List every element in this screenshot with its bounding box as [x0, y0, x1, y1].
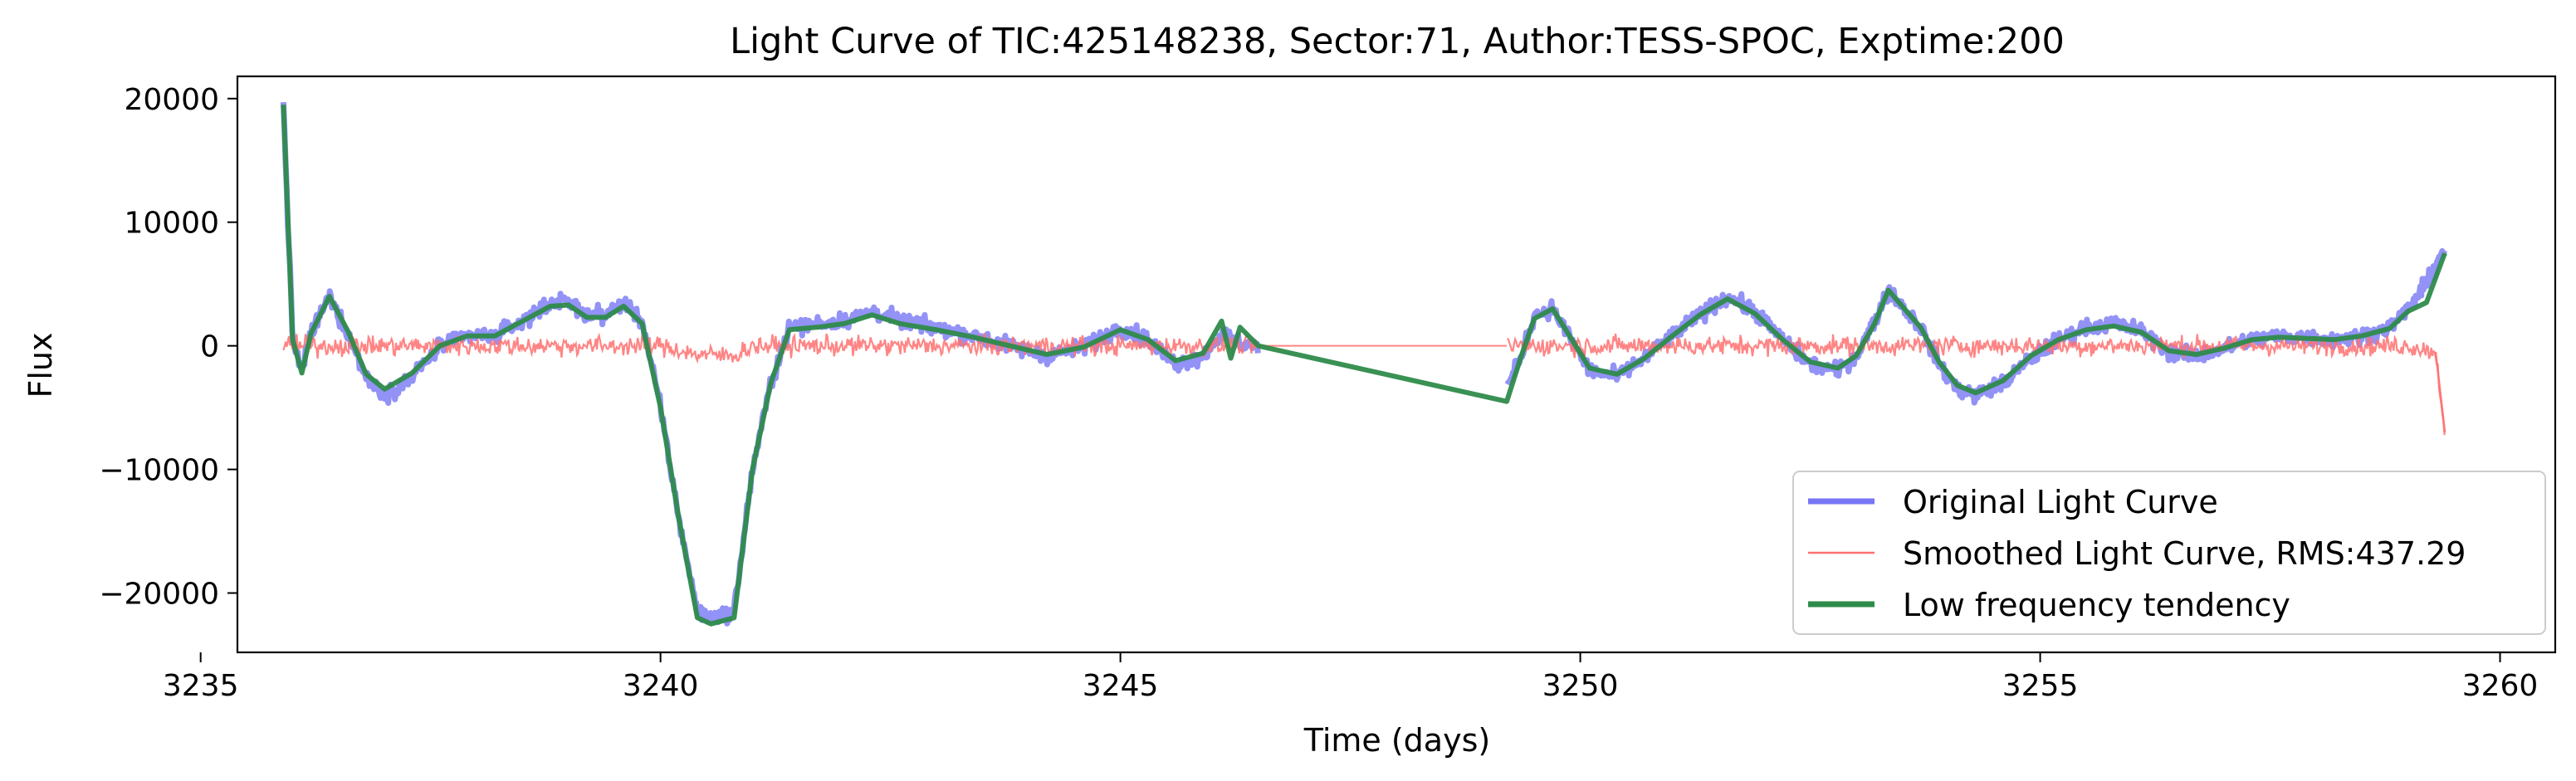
series-end-drop: [2434, 351, 2446, 433]
x-tick-label: 3255: [2002, 669, 2079, 703]
x-tick-label: 3245: [1083, 669, 1159, 703]
legend-label-smoothed: Smoothed Light Curve, RMS:437.29: [1903, 535, 2466, 572]
plot-border: [236, 75, 2557, 654]
series-2: [281, 105, 2447, 627]
y-axis-label: Flux: [22, 333, 59, 398]
y-axis: 20000 10000 0 −10000 −20000: [99, 83, 237, 612]
series-layer: [280, 101, 2447, 627]
series-line-smoothed: [1506, 333, 2446, 436]
y-tick-label: −20000: [99, 578, 219, 612]
y-tick-label: 20000: [124, 83, 219, 117]
series-line-low-frequency: [281, 105, 2447, 627]
legend: Original Light Curve Smoothed Light Curv…: [1792, 471, 2546, 635]
x-tick-label: 3235: [163, 669, 239, 703]
x-axis-label: Time (days): [1303, 722, 1490, 759]
chart-title: Light Curve of TIC:425148238, Sector:71,…: [730, 21, 2065, 62]
y-tick-label: −10000: [99, 454, 219, 488]
x-tick-label: 3250: [1542, 669, 1619, 703]
x-tick-label: 3260: [2462, 669, 2539, 703]
legend-box: [1792, 471, 2546, 635]
x-tick-label: 3240: [623, 669, 699, 703]
x-axis: 3235 3240 3245 3250 3255 3260: [163, 652, 2538, 703]
y-tick-label: 10000: [124, 207, 219, 241]
legend-label-original: Original Light Curve: [1903, 484, 2218, 520]
legend-label-low-frequency: Low frequency tendency: [1903, 587, 2290, 623]
plot-area: [236, 75, 2557, 654]
y-tick-label: 0: [200, 330, 219, 364]
